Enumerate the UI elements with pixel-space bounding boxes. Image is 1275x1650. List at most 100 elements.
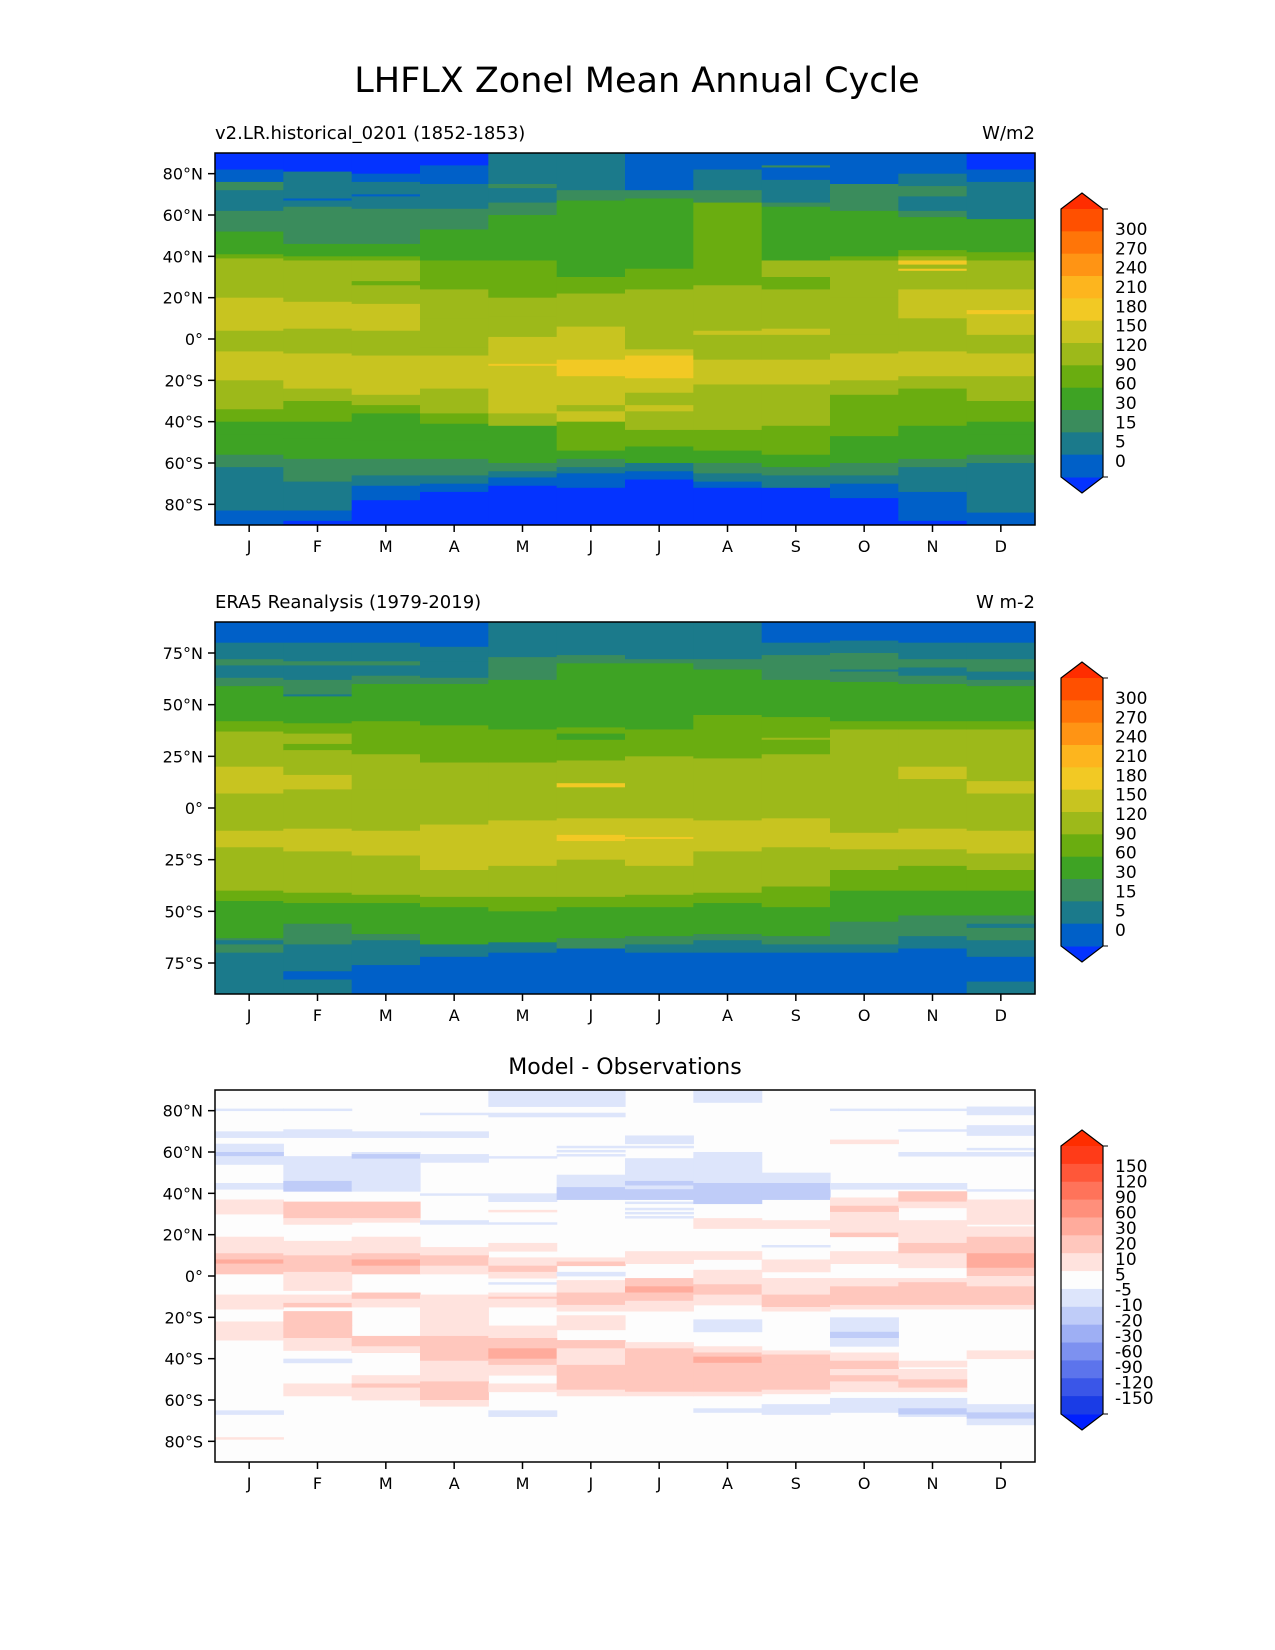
panel-units: W m-2 <box>976 592 1035 613</box>
panel-test: v2.LR.historical_0201 (1852-1853) W/m2 80°… <box>163 123 1148 556</box>
heatmap-cell <box>966 512 1036 526</box>
heatmap-cell <box>761 384 831 427</box>
heatmap-cell <box>830 1218 899 1236</box>
heatmap-cell <box>488 463 558 472</box>
heatmap-cell <box>830 1352 899 1362</box>
colorbar-label: 30 <box>1115 863 1137 883</box>
heatmap-cell <box>830 165 899 185</box>
heatmap-cell <box>420 229 489 261</box>
heatmap-cell <box>761 737 831 741</box>
colorbar-bin <box>1061 1396 1103 1415</box>
colorbar-label: 210 <box>1115 747 1147 767</box>
heatmap-cell <box>966 870 1036 892</box>
x-tick-label: J <box>587 1006 593 1025</box>
heatmap-cell <box>420 1400 489 1407</box>
colorbar-bin <box>1061 343 1103 366</box>
colorbar-bin <box>1061 231 1103 255</box>
heatmap-cell <box>351 260 421 282</box>
y-tick-label: 20°N <box>163 1226 203 1245</box>
heatmap-cell <box>966 1226 1036 1238</box>
heatmap-cell <box>215 766 284 794</box>
x-tick-label: O <box>858 1006 871 1025</box>
heatmap-cell <box>898 1242 968 1254</box>
heatmap-cell <box>898 1183 968 1190</box>
heatmap-cell <box>830 1197 899 1207</box>
heatmap-cell <box>966 1189 1036 1192</box>
heatmap-cell <box>351 413 421 441</box>
heatmap-cell <box>351 208 421 245</box>
heatmap-cell <box>830 1286 899 1306</box>
colorbar-bin <box>1061 1253 1103 1272</box>
heatmap-cell <box>898 1369 968 1380</box>
heatmap-cell <box>556 1340 626 1349</box>
heatmap-cell <box>283 1294 353 1304</box>
heatmap-cell <box>898 1360 968 1368</box>
heatmap-cell <box>556 739 626 747</box>
heatmap-cell <box>625 1391 694 1397</box>
heatmap-cell <box>215 731 284 768</box>
heatmap-cell <box>556 376 626 406</box>
heatmap-cell <box>215 1131 284 1138</box>
panel-title-left: v2.LR.historical_0201 (1852-1853) <box>215 123 525 144</box>
heatmap-cell <box>625 659 694 664</box>
heatmap-cell <box>283 661 353 666</box>
heatmap-cell <box>625 392 694 406</box>
heatmap-cell <box>898 1397 968 1409</box>
heatmap-cell <box>830 1397 899 1413</box>
heatmap-cell <box>693 934 763 941</box>
y-tick-label: 40°S <box>164 1350 203 1369</box>
heatmap-cell <box>420 483 489 493</box>
heatmap-cell <box>693 1152 763 1184</box>
colorbar-bin <box>1061 1235 1103 1254</box>
y-tick-label: 75°N <box>163 644 203 663</box>
heatmap-cell <box>693 481 763 489</box>
heatmap-cell <box>966 793 1036 832</box>
heatmap-cell <box>215 153 284 170</box>
heatmap-cell <box>215 1108 284 1112</box>
heatmap-cell <box>966 1350 1036 1360</box>
heatmap-cell <box>351 256 421 261</box>
heatmap-cell <box>966 890 1036 916</box>
heatmap-cell <box>693 450 763 464</box>
colorbar-label: -150 <box>1115 1389 1154 1409</box>
heatmap-cell <box>556 277 626 294</box>
colorbar-label: 300 <box>1115 689 1147 709</box>
heatmap-cell <box>420 289 489 319</box>
heatmap-cell <box>283 171 353 191</box>
x-tick-label: J <box>246 1474 252 1493</box>
heatmap-cell <box>351 458 421 476</box>
heatmap-cell <box>693 1319 763 1333</box>
heatmap-cell <box>693 190 763 203</box>
heatmap-cell <box>488 215 558 261</box>
heatmap-cell <box>966 463 1036 513</box>
heatmap-cell <box>215 1253 284 1264</box>
y-tick-label: 25°S <box>164 851 203 870</box>
heatmap-cell <box>283 733 353 745</box>
heatmap-cell <box>488 942 558 954</box>
heatmap-cell <box>693 202 763 286</box>
heatmap-cell <box>693 892 763 904</box>
heatmap-cell <box>420 475 489 485</box>
heatmap-cell <box>830 1108 899 1112</box>
heatmap-cell <box>693 487 763 526</box>
heatmap-cell <box>625 471 694 480</box>
heatmap-cell <box>488 1282 558 1285</box>
heatmap-cell <box>420 1360 489 1382</box>
heatmap-cell <box>898 268 968 272</box>
colorbar-label: 240 <box>1115 728 1147 748</box>
heatmap-cell <box>215 1199 284 1215</box>
heatmap-cell <box>420 184 489 210</box>
heatmap-cell <box>625 429 694 447</box>
heatmap-cell <box>966 830 1036 854</box>
heatmap-cell <box>898 425 968 460</box>
heatmap-cell <box>420 458 489 476</box>
heatmap-cell <box>556 841 626 861</box>
heatmap-cell <box>351 243 421 257</box>
colorbar-label: 30 <box>1115 394 1137 414</box>
x-tick-label: F <box>313 537 322 556</box>
heatmap-cell <box>556 467 626 474</box>
x-tick-label: J <box>656 1006 662 1025</box>
colorbar-label: 5 <box>1115 433 1126 453</box>
heatmap-cell <box>830 394 899 437</box>
